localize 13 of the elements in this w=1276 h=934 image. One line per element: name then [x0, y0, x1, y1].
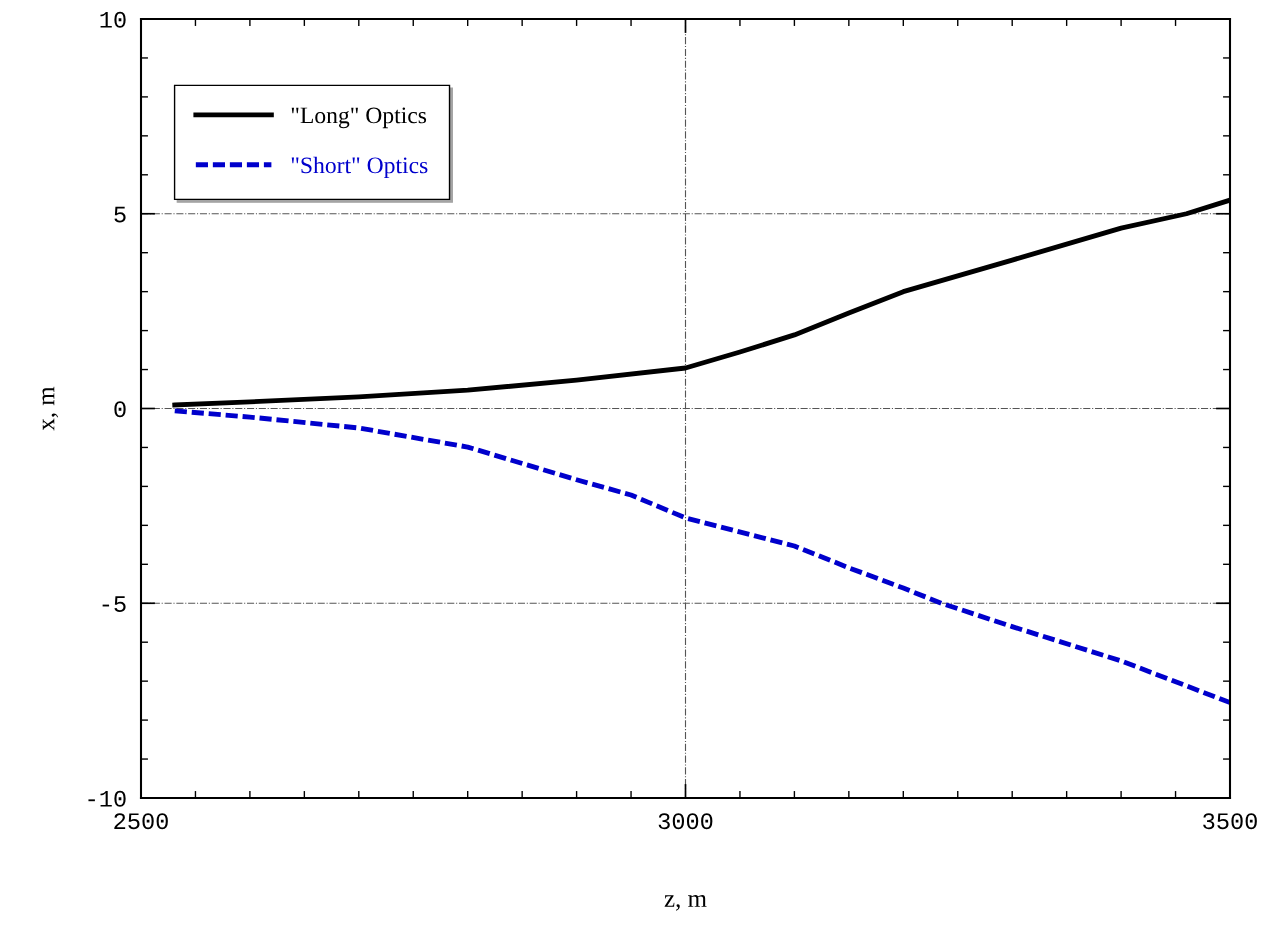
y-tick-label: 5: [114, 206, 126, 223]
legend-label: "Short" Optics: [291, 156, 428, 179]
x-tick-label: 3000: [658, 813, 713, 830]
y-tick-label: 0: [114, 401, 126, 418]
x-axis-title: z, m: [664, 895, 707, 911]
y-tick-label: 10: [100, 11, 126, 28]
line-series: [172, 408, 1230, 705]
x-tick-label: 3500: [1203, 813, 1257, 830]
y-axis-title: x, m: [42, 386, 59, 431]
y-tick-label: -5: [102, 596, 126, 613]
legend-label: "Long" Optics: [291, 107, 427, 129]
x-tick-label: 2500: [114, 813, 168, 830]
y-tick-label: -10: [88, 790, 126, 807]
